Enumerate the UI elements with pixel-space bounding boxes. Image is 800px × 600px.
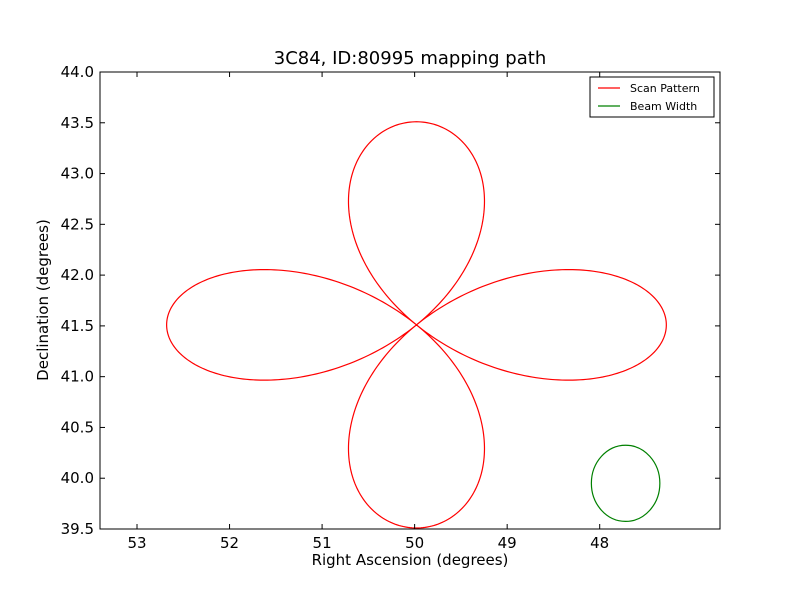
y-axis-title: Declination (degrees) bbox=[34, 219, 52, 381]
y-tick-label: 42.5 bbox=[61, 215, 94, 233]
y-tick-label: 42.0 bbox=[61, 266, 94, 284]
plot-frame bbox=[99, 71, 721, 530]
y-tick-label: 41.5 bbox=[61, 317, 94, 335]
ticks-layer: 53 52 51 50 49 48 39.5 40.0 40.5 41.0 41.5 42.0 42.5… bbox=[61, 63, 720, 552]
plot-layer bbox=[166, 121, 667, 529]
x-tick-label: 49 bbox=[498, 534, 517, 552]
y-tick-label: 40.5 bbox=[61, 418, 94, 436]
y-tick-label: 41.0 bbox=[61, 368, 94, 386]
legend-label-scan-pattern: Scan Pattern bbox=[630, 82, 700, 95]
y-tick-label: 44.0 bbox=[61, 63, 94, 81]
x-tick-label: 48 bbox=[590, 534, 609, 552]
x-tick-label: 50 bbox=[405, 534, 424, 552]
x-axis-title: Right Ascension (degrees) bbox=[312, 551, 509, 569]
legend-box bbox=[589, 76, 715, 118]
beam-width-circle bbox=[590, 444, 661, 522]
x-tick-label: 53 bbox=[127, 534, 146, 552]
y-tick-label: 40.0 bbox=[61, 469, 94, 487]
y-tick-label: 39.5 bbox=[61, 520, 94, 538]
legend-label-beam-width: Beam Width bbox=[630, 100, 697, 113]
x-tick-label: 52 bbox=[220, 534, 239, 552]
chart-title: 3C84, ID:80995 mapping path bbox=[274, 48, 546, 69]
scan-pattern-line bbox=[166, 121, 667, 529]
y-tick-label: 43.5 bbox=[61, 114, 94, 132]
y-tick-label: 43.0 bbox=[61, 165, 94, 183]
x-tick-label: 51 bbox=[313, 534, 332, 552]
legend: Scan Pattern Beam Width bbox=[589, 76, 715, 118]
